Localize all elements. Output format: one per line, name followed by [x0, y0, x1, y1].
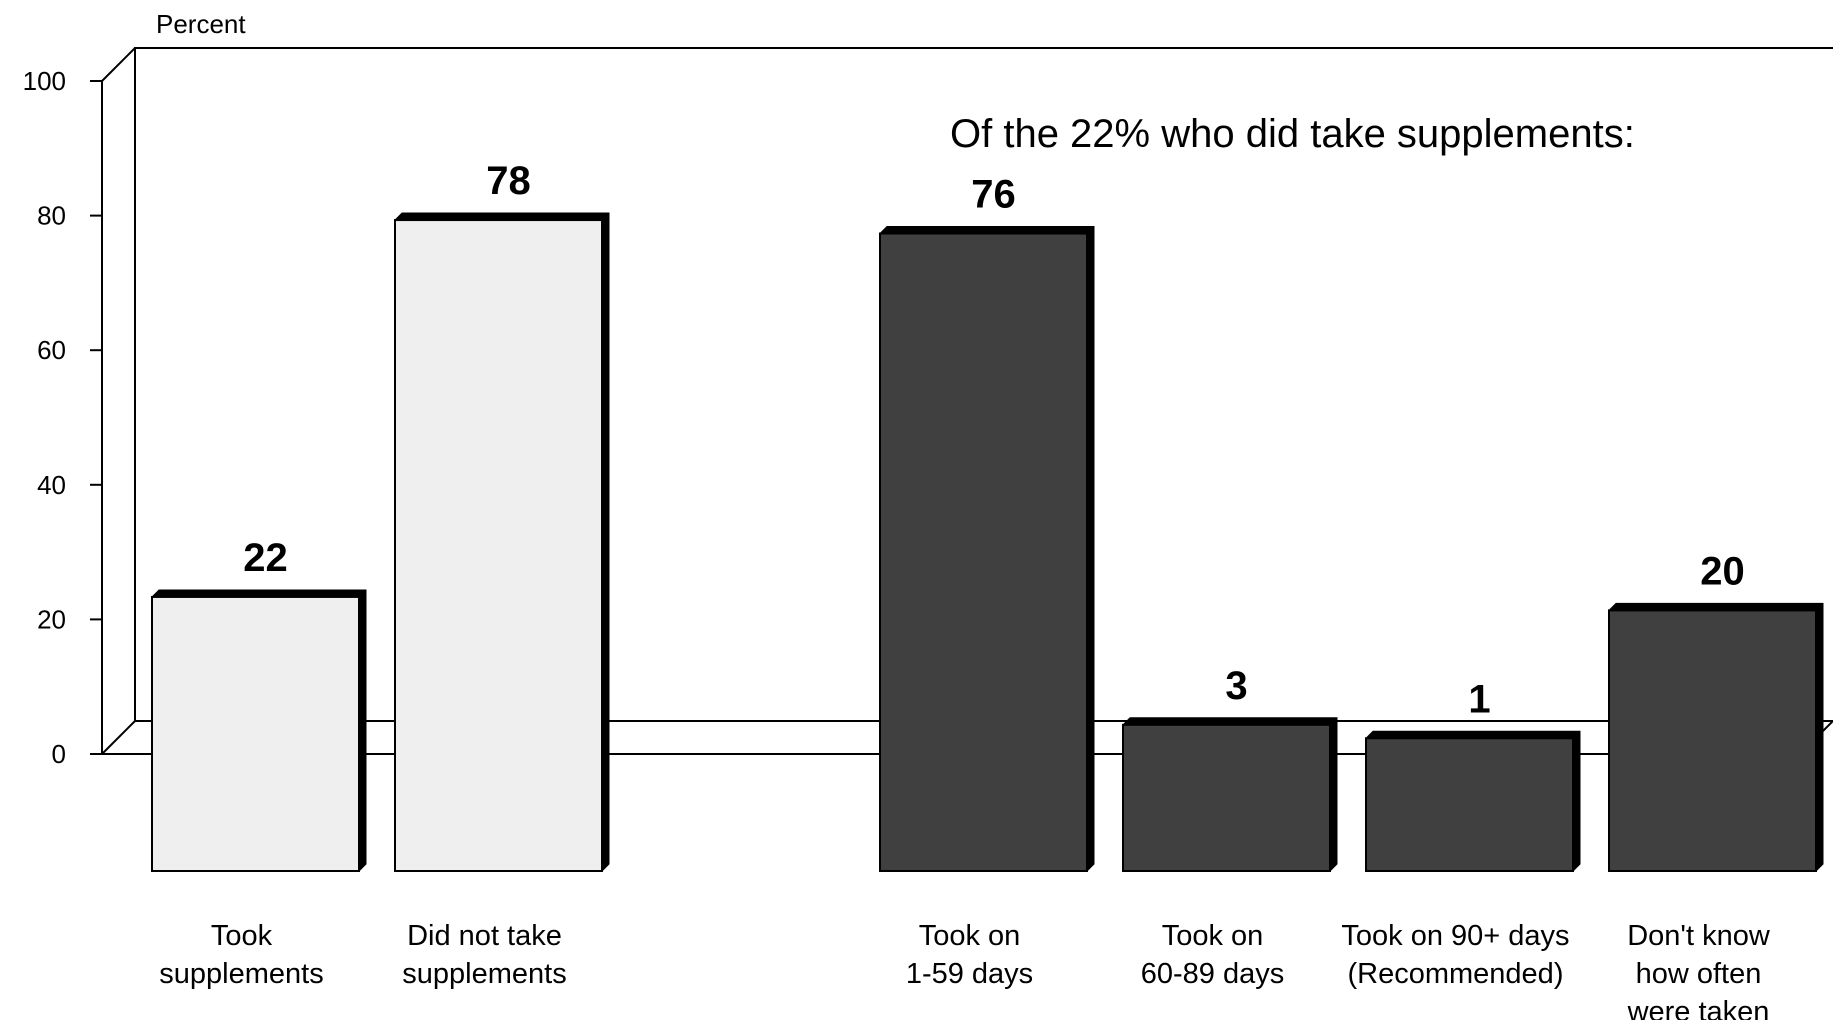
bar — [1122, 723, 1331, 872]
bar — [1365, 737, 1574, 873]
x-tick-label: (Recommended) — [1348, 958, 1564, 990]
x-tick-label: how often — [1636, 958, 1762, 990]
x-tick-label: supplements — [159, 958, 323, 990]
y-tick-label-80: 80 — [37, 201, 66, 231]
data-label: 1 — [1468, 677, 1490, 721]
data-label: 22 — [243, 536, 288, 580]
bar — [394, 219, 603, 872]
annotation-text: Of the 22% who did take supplements: — [950, 112, 1635, 156]
x-tick-label: Took on 90+ days — [1341, 920, 1569, 952]
x-tick-label: 1-59 days — [906, 958, 1033, 990]
data-label: 78 — [486, 159, 531, 203]
y-tick-label-0: 0 — [52, 739, 66, 769]
bar — [879, 232, 1088, 872]
x-tick-label: Don't know — [1627, 920, 1771, 952]
y-tick-label-20: 20 — [37, 604, 66, 634]
x-tick-label: 60-89 days — [1141, 958, 1285, 990]
data-label: 76 — [971, 173, 1016, 217]
y-tick-label-40: 40 — [37, 470, 66, 500]
bar — [151, 595, 360, 872]
y-tick-label-60: 60 — [37, 335, 66, 365]
x-tick-label: Took on — [1162, 920, 1264, 952]
x-tick-label: Took on — [919, 920, 1021, 952]
data-label: 20 — [1700, 549, 1745, 593]
data-label: 3 — [1225, 664, 1247, 708]
x-tick-label: Took — [211, 920, 273, 952]
x-tick-label: Did not take — [407, 920, 562, 952]
y-axis-title: Percent — [156, 9, 246, 39]
x-tick-label: were taken — [1627, 996, 1770, 1020]
floor-left-diagonal — [101, 720, 136, 755]
y-tick-label-100: 100 — [23, 66, 66, 96]
x-tick-label: supplements — [402, 958, 566, 990]
bar — [1608, 609, 1817, 873]
top-diagonal — [101, 47, 136, 82]
